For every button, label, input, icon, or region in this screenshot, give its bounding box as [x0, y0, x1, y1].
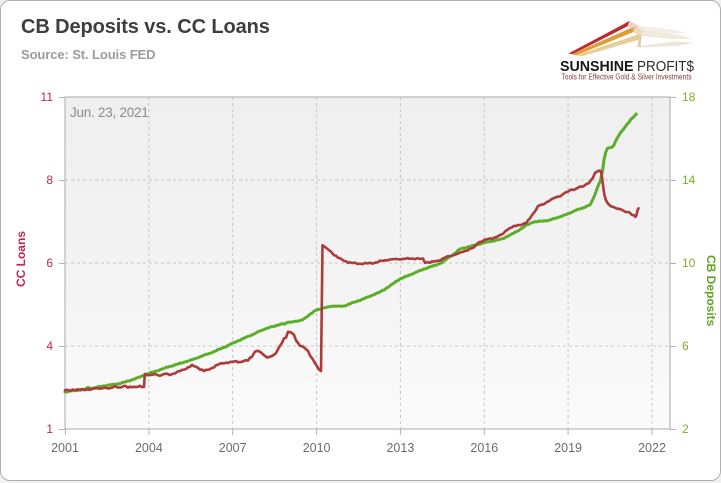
- svg-text:Tools for Effective Gold & Sil: Tools for Effective Gold & Silver Invest…: [562, 73, 692, 82]
- svg-text:SUNSHINE: SUNSHINE: [560, 59, 634, 75]
- svg-text:PROFIT$: PROFIT$: [637, 59, 694, 75]
